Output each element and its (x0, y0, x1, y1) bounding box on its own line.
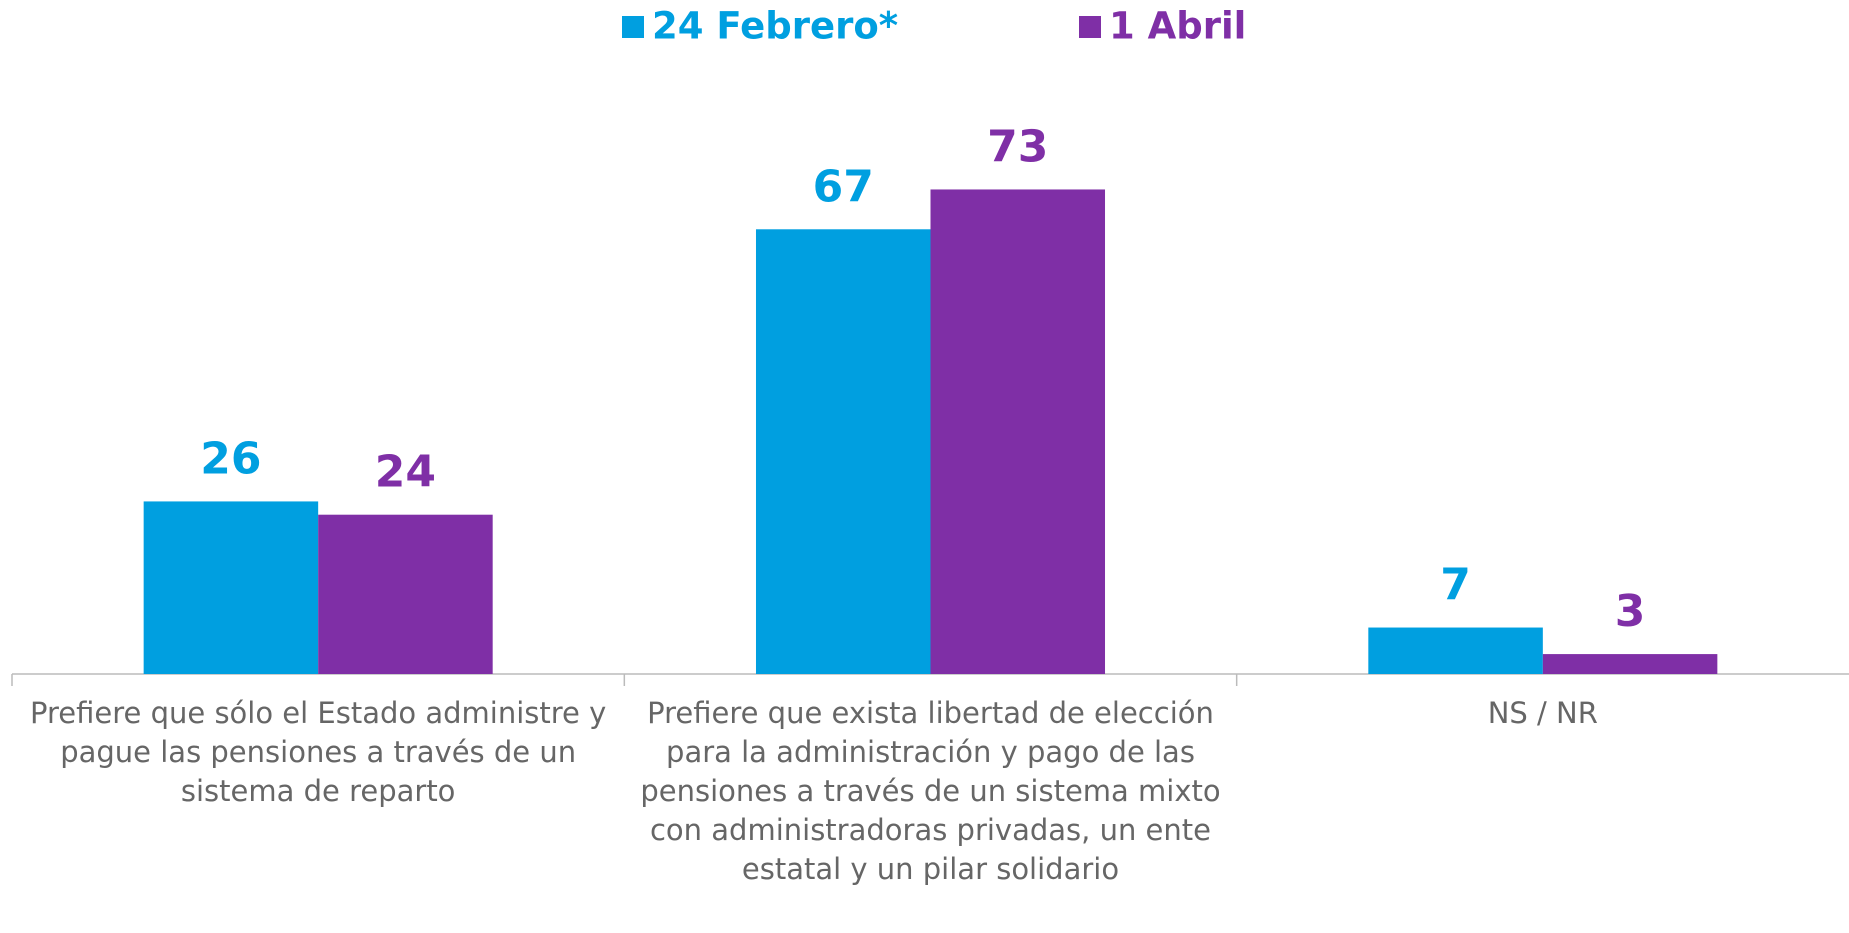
legend-swatch (622, 16, 644, 38)
x-tick-label: Prefiere que sólo el Estado administre y… (30, 696, 607, 808)
value-label: 7 (1440, 560, 1471, 611)
bar (318, 514, 493, 674)
value-label: 73 (987, 121, 1048, 172)
value-label: 26 (200, 433, 261, 484)
legend-label: 1 Abril (1109, 5, 1246, 48)
legend-swatch (1079, 16, 1101, 38)
bar (930, 189, 1106, 674)
bar (143, 501, 319, 674)
x-tick-label: NS / NR (1487, 696, 1598, 730)
value-label: 67 (813, 161, 874, 212)
bar (1368, 627, 1543, 674)
value-label: 3 (1615, 586, 1646, 637)
bar (1542, 654, 1718, 674)
value-label: 24 (375, 447, 436, 498)
legend-label: 24 Febrero* (652, 5, 898, 48)
bar (755, 229, 931, 674)
x-tick-label: Prefiere que exista libertad de elección… (640, 696, 1221, 886)
